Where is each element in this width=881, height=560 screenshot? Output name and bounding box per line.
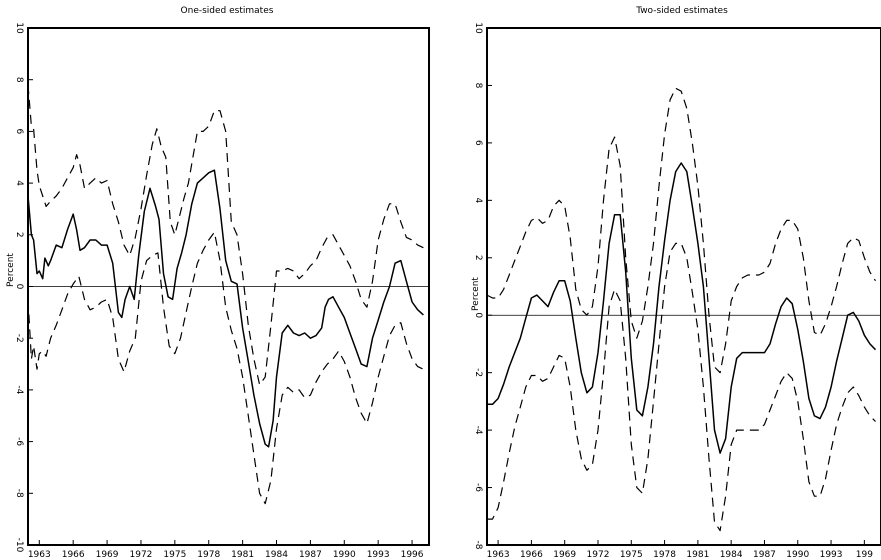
chart0-x-tick-label: 1987 (299, 550, 322, 560)
chart0-x-tick-label: 1975 (163, 550, 186, 560)
chart0-x-tick-label: 1972 (130, 550, 153, 560)
chart1-x-tick-label: 1987 (753, 550, 776, 560)
chart1-x-tick-label: 1993 (820, 550, 843, 560)
chart1-x-tick-label: 1969 (553, 550, 576, 560)
chart1-y-tick-label: 0 (473, 312, 483, 318)
chart1-lower-band-line (487, 242, 876, 532)
chart0-y-axis-label: Percent (6, 253, 16, 287)
chart0-x-tick-label: 1984 (265, 550, 288, 560)
chart1-x-tick-label: 1975 (620, 550, 643, 560)
chart1-x-tick-label: 1963 (487, 550, 510, 560)
chart0-x-tick-label: 1966 (62, 550, 85, 560)
chart0-y-tick-label: -6 (14, 437, 24, 446)
chart0-x-tick-label: 1996 (401, 550, 424, 560)
chart0-y-tick-label: -2 (14, 334, 24, 343)
chart1-upper-band-line (486, 87, 877, 374)
chart1-title: Two-sided estimates (635, 6, 728, 16)
chart1-y-tick-label: 8 (473, 83, 483, 89)
chart0-x-tick-label: 1993 (367, 550, 390, 560)
chart1-y-tick-label: 2 (473, 255, 483, 261)
chart1-x-tick-label: 1972 (587, 550, 610, 560)
chart1-x-tick-label: 1984 (720, 550, 743, 560)
chart1-y-tick-label: -6 (473, 483, 483, 492)
chart0-y-tick-label: 4 (14, 180, 24, 186)
chart1-y-tick-label: -8 (473, 541, 483, 550)
chart1-x-tick-label: 1966 (520, 550, 543, 560)
chart1-x-tick-label: 1990 (786, 550, 809, 560)
chart0-estimate-line (27, 169, 424, 448)
chart0-y-tick-label: -4 (14, 385, 24, 394)
chart0-y-tick-label: 10 (14, 22, 24, 34)
chart1-y-tick-label: 4 (473, 197, 483, 203)
chart1-estimate-line (487, 162, 877, 454)
chart1-y-tick-label: 10 (473, 22, 483, 34)
chart1-y-tick-label: 6 (473, 140, 483, 146)
chart0-x-tick-label: 1969 (96, 550, 119, 560)
chart0-y-tick-label: -10 (14, 538, 24, 553)
chart0-x-tick-label: 1963 (28, 550, 51, 560)
chart0-title: One-sided estimates (181, 6, 274, 16)
chart0-x-tick-label: 1981 (231, 550, 254, 560)
chart1-x-tick-label: 199 (856, 550, 873, 560)
chart1-y-tick-label: -2 (473, 368, 483, 377)
chart0-y-tick-label: 8 (14, 77, 24, 83)
chart1-y-axis-label: Percent (471, 277, 481, 311)
chart0-y-tick-label: 6 (14, 129, 24, 135)
chart0-y-tick-label: 2 (14, 232, 24, 238)
chart1-plot-frame (486, 27, 881, 546)
chart1-y-tick-label: -4 (473, 426, 483, 435)
chart1-x-tick-label: 1981 (686, 550, 709, 560)
chart0-x-tick-label: 1978 (197, 550, 220, 560)
chart0-x-tick-label: 1990 (333, 550, 356, 560)
chart1-x-tick-label: 1978 (653, 550, 676, 560)
chart0-y-tick-label: 0 (14, 284, 24, 290)
chart0-y-tick-label: -8 (14, 489, 24, 498)
chart0-lower-band-line (27, 231, 424, 505)
